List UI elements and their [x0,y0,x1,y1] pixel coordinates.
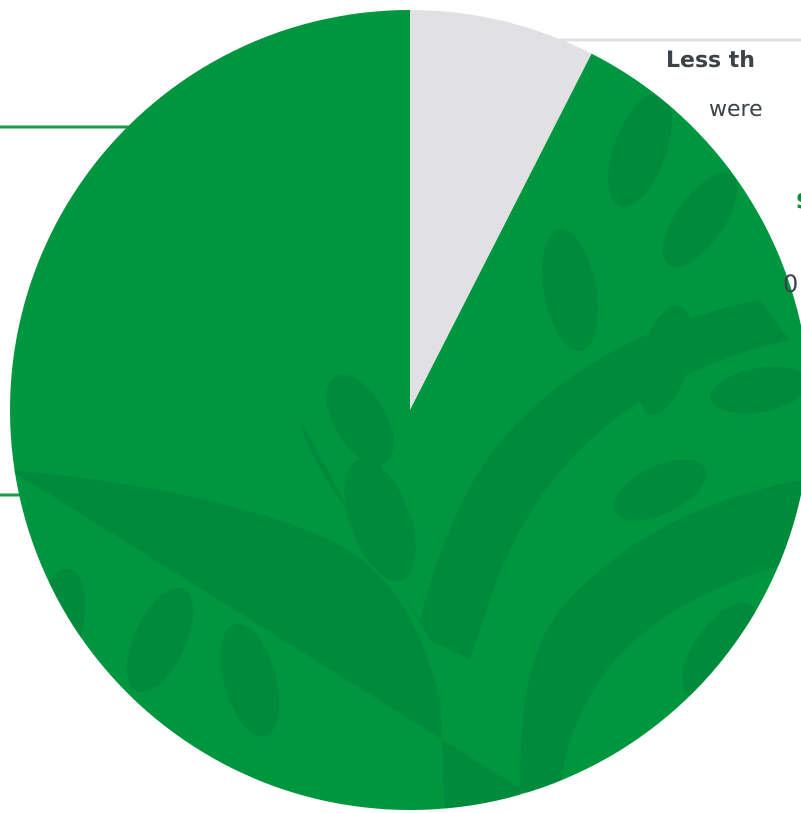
leaf [613,459,707,521]
pie-slice-0 [410,10,592,410]
slice-subtitle: were [709,97,763,122]
leaf [588,565,652,655]
leaf [326,374,394,466]
leaf [681,602,759,698]
slice-label: Less th [666,48,755,73]
leaf [220,623,280,737]
branch-shape [10,470,801,810]
leaf [608,92,672,208]
leaf [662,172,738,268]
leaf [126,588,194,692]
leaf [542,228,598,352]
left-callout-heading: s [796,182,801,215]
leaf [344,458,416,582]
leaf [637,305,693,415]
trunk-shape [300,300,790,660]
leaf [710,366,801,414]
left-callout-text: 0 [783,270,799,298]
